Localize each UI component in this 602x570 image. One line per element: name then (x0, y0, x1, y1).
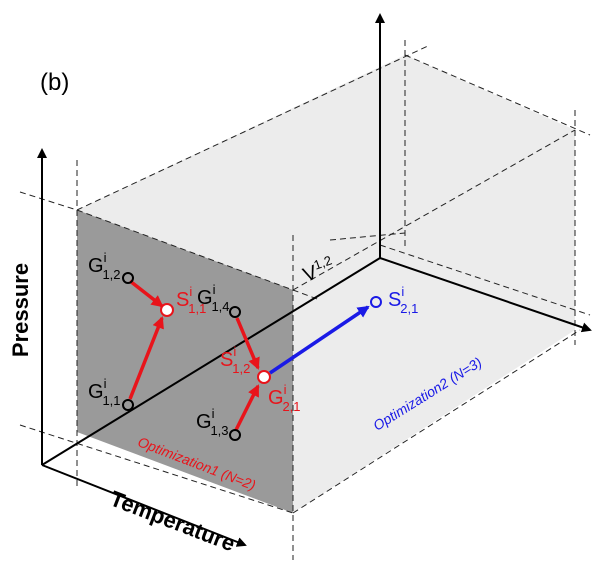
label-sub: 1,2 (232, 361, 250, 376)
y-axis-label: Pressure (8, 263, 33, 357)
label-sup: i (212, 406, 215, 421)
label-sub: 2,1 (400, 301, 418, 316)
dashed-edges (19, 40, 591, 560)
node-label: Si 1,2 (220, 344, 250, 376)
label-base: G (88, 255, 104, 277)
node-label: Si 1,1 (176, 284, 206, 316)
label-base: G (268, 387, 284, 409)
node-label: Gi 1,2 (88, 250, 121, 282)
panel-label: (b) (40, 69, 69, 96)
label-sup: i (233, 344, 236, 359)
label-base: S (388, 289, 401, 311)
arrows (128, 279, 370, 431)
label-sub: 1,1 (102, 393, 120, 408)
node-label: Gi 1,4 (197, 282, 230, 314)
label-sup: i (401, 284, 404, 299)
node-label: Gi 1,3 (196, 406, 229, 438)
label-sup: i (189, 284, 192, 299)
node-label: Gi 2,1 (268, 382, 301, 414)
label-base: G (197, 287, 213, 309)
label-sub: 1,1 (188, 301, 206, 316)
node-label: Gi 1,1 (88, 376, 121, 408)
label-sup: 1,2 (312, 252, 334, 272)
axes (37, 13, 592, 547)
label-base: G (88, 381, 104, 403)
points (122, 272, 382, 441)
label-sup: i (213, 282, 216, 297)
label-sub: 1,2 (102, 267, 120, 282)
node-labels: Gi 1,2Si 1,1Gi 1,1Gi 1,4Si 1,2Gi 2,1Gi 1,3Si 2,1 (88, 250, 418, 438)
x-axis-label: Temperature (107, 486, 239, 557)
label-base: S (176, 289, 189, 311)
boundary-label: V1,2 (299, 252, 337, 286)
label-sup: i (284, 382, 287, 397)
label-sub: 2,1 (282, 399, 300, 414)
label-sup: i (104, 250, 107, 265)
back-volume (77, 55, 575, 513)
label-base: G (196, 411, 212, 433)
label-sub: 1,3 (210, 423, 228, 438)
label-base: S (220, 349, 233, 371)
label-sup: i (104, 376, 107, 391)
node-label: Si 2,1 (388, 284, 418, 316)
label-sub: 1,4 (211, 299, 229, 314)
